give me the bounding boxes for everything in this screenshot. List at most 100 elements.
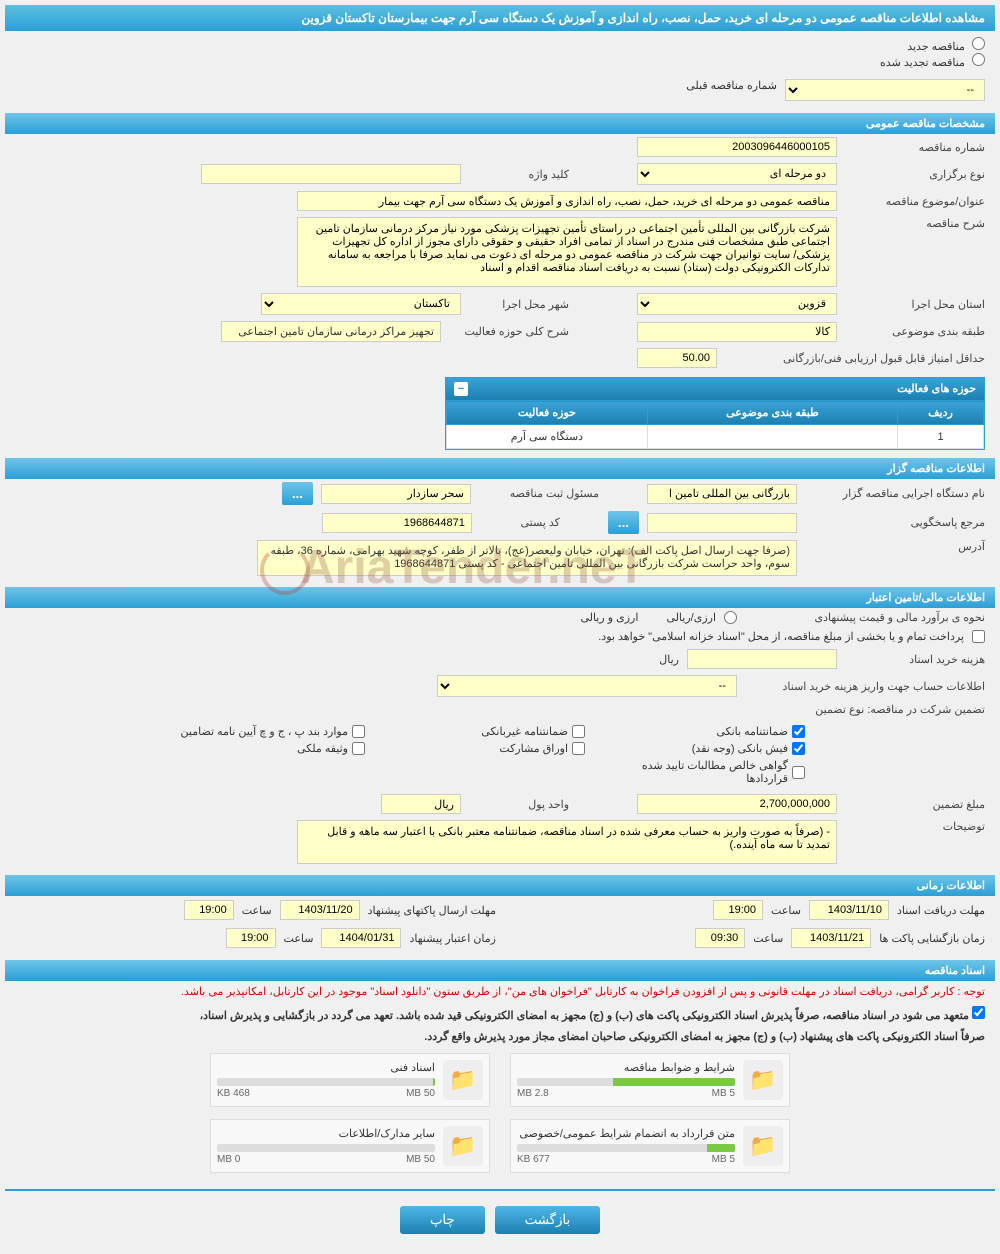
min-score-input[interactable]	[637, 348, 717, 368]
send-date[interactable]	[280, 900, 360, 920]
receive-docs-date[interactable]	[809, 900, 889, 920]
currency-label: ارزی/ریالی	[666, 611, 716, 624]
category-input[interactable]	[637, 322, 837, 342]
doc-total: 50 MB	[406, 1088, 435, 1099]
g4-label: فیش بانکی (وجه نقد)	[692, 742, 788, 755]
g1-checkbox[interactable]	[792, 725, 805, 738]
send-time[interactable]	[184, 900, 234, 920]
guarantee-checkboxes: ضمانتنامه بانکی ضمانتنامه غیربانکی موارد…	[5, 719, 815, 791]
validity-date[interactable]	[321, 928, 401, 948]
progress-fill	[433, 1078, 435, 1086]
section-general: مشخصات مناقصه عمومی	[5, 113, 995, 134]
g7-checkbox[interactable]	[792, 766, 805, 779]
unit-input[interactable]	[381, 794, 461, 814]
collapse-icon[interactable]: −	[454, 382, 468, 396]
doc-total: 5 MB	[712, 1154, 735, 1165]
address-value: (صرفا جهت ارسال اصل پاکت الف): تهران، خی…	[257, 540, 797, 576]
agency-input[interactable]	[647, 484, 797, 504]
radio-renewed-label: مناقصه تجدید شده	[880, 57, 965, 69]
deposit-account-label: اطلاعات حساب جهت واریز هزینه خرید اسناد	[745, 680, 985, 693]
notes-textarea[interactable]: - (صرفاً به صورت واریز به حساب معرفی شده…	[297, 820, 837, 864]
registrar-input[interactable]	[321, 484, 471, 504]
doc-total: 50 MB	[406, 1154, 435, 1165]
postal-label: کد پستی	[480, 516, 560, 529]
table-row: 1 دستگاه سی آرم	[447, 425, 984, 449]
activity-table: حوزه های فعالیت − ردیف طبقه بندی موضوعی …	[445, 377, 985, 450]
folder-icon: 📁	[443, 1126, 483, 1166]
note-bold1: متعهد می شود در اسناد مناقصه، صرفاً پذیر…	[200, 1010, 969, 1022]
responder-label: مرجع پاسخگویی	[805, 516, 985, 529]
activity-table-title: حوزه های فعالیت	[897, 382, 976, 396]
city-select[interactable]: تاکستان	[261, 293, 461, 315]
g2-checkbox[interactable]	[572, 725, 585, 738]
radio-new-label: مناقصه جدید	[907, 41, 965, 53]
note-red: توجه : کاربر گرامی، دریافت اسناد در مهلت…	[5, 981, 995, 1002]
responder-input[interactable]	[647, 513, 797, 533]
receive-docs-time[interactable]	[713, 900, 763, 920]
g6-checkbox[interactable]	[352, 742, 365, 755]
notes-label: توضیحات	[845, 820, 985, 833]
subject-label: عنوان/موضوع مناقصه	[845, 195, 985, 208]
category-label: طبقه بندی موضوعی	[845, 325, 985, 338]
keyword-input[interactable]	[201, 164, 461, 184]
registrar-label: مسئول ثبت مناقصه	[479, 487, 599, 500]
open-time[interactable]	[695, 928, 745, 948]
tender-no-input[interactable]	[637, 137, 837, 157]
progress-fill	[613, 1078, 735, 1086]
time-word-3: ساعت	[753, 932, 783, 945]
doc-title: متن قرارداد به انضمام شرایط عمومی/خصوصی	[517, 1127, 735, 1140]
guarantee-intro: تضمین شرکت در مناقصه: نوع تضمین	[805, 703, 985, 716]
currency-radio[interactable]	[724, 611, 737, 624]
validity-label: زمان اعتبار پیشنهاد	[409, 932, 496, 945]
desc-label: شرح مناقصه	[845, 217, 985, 230]
province-select[interactable]: قزوین	[637, 293, 837, 315]
page-title-bar: مشاهده اطلاعات مناقصه عمومی دو مرحله ای …	[5, 5, 995, 31]
agency-label: نام دستگاه اجرایی مناقصه گزار	[805, 487, 985, 500]
progress-fill	[707, 1144, 735, 1152]
type-label: نوع برگزاری	[845, 168, 985, 181]
doc-card-other[interactable]: 📁 سایر مدارک/اطلاعات 50 MB0 MB	[210, 1119, 490, 1173]
guarantee-amount-input[interactable]	[637, 794, 837, 814]
activity-field-label: شرح کلی حوزه فعالیت	[449, 325, 569, 338]
g6-label: وثیقه ملکی	[297, 742, 348, 755]
col-category: طبقه بندی موضوعی	[647, 401, 897, 425]
cell-cat	[647, 425, 897, 449]
payment-note-checkbox[interactable]	[972, 630, 985, 643]
time-word-4: ساعت	[284, 932, 314, 945]
print-button[interactable]: چاپ	[400, 1206, 485, 1234]
registrar-lookup-button[interactable]: ...	[282, 482, 313, 505]
prev-tender-select[interactable]: --	[785, 79, 985, 101]
col-field: حوزه فعالیت	[447, 401, 648, 425]
g2-label: ضمانتنامه غیربانکی	[481, 725, 568, 738]
doc-total: 5 MB	[712, 1088, 735, 1099]
back-button[interactable]: بازگشت	[495, 1206, 601, 1234]
desc-textarea[interactable]: شرکت بازرگانی بین المللی تأمین اجتماعی د…	[297, 217, 837, 287]
doc-card-technical[interactable]: 📁 اسناد فنی 50 MB468 KB	[210, 1053, 490, 1107]
deposit-account-select[interactable]: --	[437, 675, 737, 697]
folder-icon: 📁	[743, 1126, 783, 1166]
doc-cost-input[interactable]	[687, 649, 837, 669]
section-organizer: اطلاعات مناقصه گزار	[5, 458, 995, 479]
g5-checkbox[interactable]	[572, 742, 585, 755]
doc-card-conditions[interactable]: 📁 شرایط و ضوابط مناقصه 5 MB2.8 MB	[510, 1053, 790, 1107]
doc-card-contract[interactable]: 📁 متن قرارداد به انضمام شرایط عمومی/خصوص…	[510, 1119, 790, 1173]
section-financial: اطلاعات مالی/تامین اعتبار	[5, 587, 995, 608]
time-word-2: ساعت	[242, 904, 272, 917]
section-timing: اطلاعات زمانی	[5, 875, 995, 896]
commitment-checkbox[interactable]	[972, 1006, 985, 1019]
postal-input[interactable]	[322, 513, 472, 533]
payment-note: پرداخت تمام و یا بخشی از مبلغ مناقصه، از…	[598, 630, 964, 643]
radio-renewed-tender[interactable]	[972, 53, 985, 66]
subject-input[interactable]	[297, 191, 837, 211]
rial-label: ریال	[659, 653, 679, 666]
radio-new-tender[interactable]	[972, 37, 985, 50]
open-date[interactable]	[791, 928, 871, 948]
validity-time[interactable]	[226, 928, 276, 948]
g3-checkbox[interactable]	[352, 725, 365, 738]
cell-n: 1	[898, 425, 984, 449]
type-select[interactable]: دو مرحله ای	[637, 163, 837, 185]
responder-lookup-button[interactable]: ...	[608, 511, 639, 534]
folder-icon: 📁	[743, 1060, 783, 1100]
g4-checkbox[interactable]	[792, 742, 805, 755]
address-label: آدرس	[805, 540, 985, 553]
